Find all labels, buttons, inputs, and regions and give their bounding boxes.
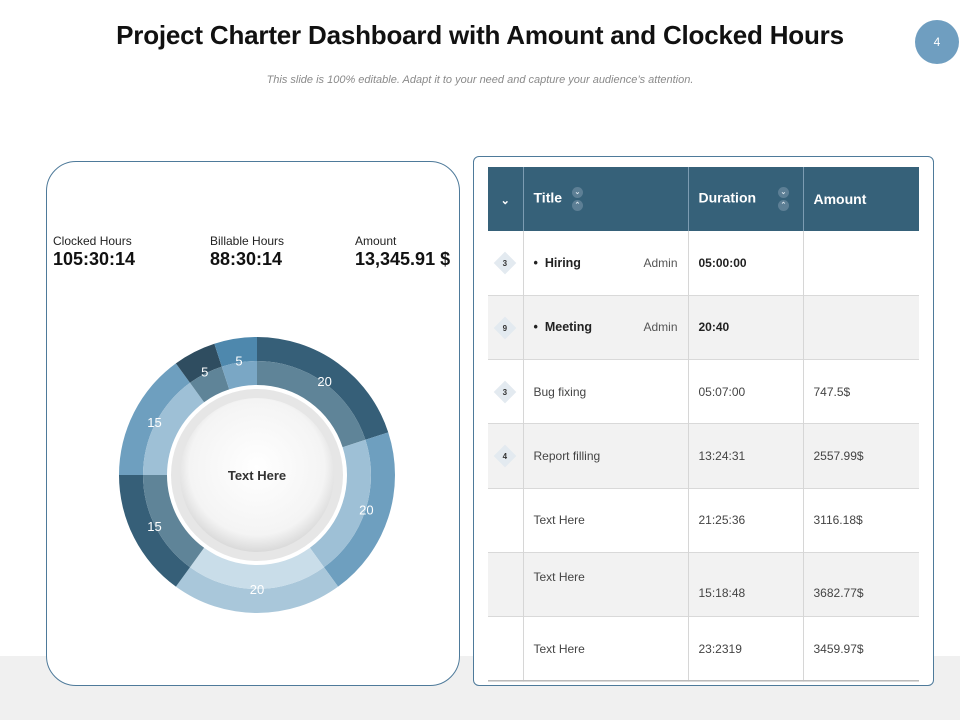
donut-slice-label: 5 (235, 353, 242, 368)
table-row[interactable]: Text Here 21:25:36 3116.18$ (488, 488, 919, 553)
donut-chart-svg: 20 20 20 15 15 5 5 (119, 337, 395, 613)
donut-slice-outer (119, 363, 190, 475)
stat-label: Amount (355, 234, 397, 248)
amount-cell (803, 295, 919, 359)
duration-cell: 05:00:00 (688, 231, 804, 296)
row-badge-cell: 4 (488, 423, 524, 489)
donut-slice-inner (189, 547, 325, 589)
row-badge-cell (488, 616, 524, 682)
donut-slice-inner (189, 366, 230, 403)
donut-slice-label: 15 (147, 415, 161, 430)
donut-slice-outer (324, 432, 395, 587)
stat-amount: Amount 13,345.91 $ (355, 234, 450, 270)
duration-cell: 21:25:36 (688, 488, 804, 553)
stat-billable-hours: Billable Hours 88:30:14 (210, 234, 284, 270)
stat-value: 88:30:14 (210, 249, 283, 269)
amount-cell: 3682.77$ (803, 552, 919, 616)
hours-summary-card: Clocked Hours 105:30:14 Billable Hours 8… (46, 161, 460, 686)
column-header-title[interactable]: Title ⌄ ⌃ (523, 167, 689, 231)
table-row[interactable]: 4 Report filling 13:24:31 2557.99$ (488, 423, 919, 489)
stat-value: 105:30:14 (53, 249, 136, 269)
row-count-badge: 3 (493, 251, 517, 275)
sort-icon[interactable]: ⌄ ⌃ (777, 186, 789, 212)
amount-value: 3682.77$ (813, 585, 864, 600)
row-count-badge: 4 (493, 444, 517, 468)
donut-slice-label: 20 (250, 582, 264, 597)
table-row[interactable]: Text Here 15:18:48 3682.77$ (488, 552, 919, 617)
donut-center-disc (180, 398, 334, 552)
row-badge-cell: 3 (488, 231, 524, 296)
amount-cell: 3116.18$ (813, 513, 863, 528)
duration-cell: 05:07:00 (688, 359, 804, 424)
row-count-badge: 9 (493, 316, 517, 340)
donut-slice-label: 20 (317, 374, 331, 389)
task-role: Admin (643, 320, 678, 335)
timesheet-card: ⌄ Title ⌄ ⌃ Duration ⌄ ⌃ Amount 3 (473, 156, 934, 686)
table-bottom-rule (488, 680, 919, 681)
donut-slice-inner (257, 361, 366, 448)
row-count-badge: 3 (493, 380, 517, 404)
donut-slice-label: 15 (147, 519, 161, 534)
donut-slice-label: 5 (201, 365, 208, 380)
donut-slice-inner (221, 361, 257, 390)
title-cell: Text Here (523, 616, 689, 682)
column-header-label: Amount (813, 191, 867, 207)
amount-cell (803, 231, 919, 295)
table-row[interactable]: 3 Bug fixing 05:07:00 747.5$ (488, 359, 919, 424)
task-name: • Meeting (533, 320, 593, 335)
row-badge-cell: 3 (488, 359, 524, 424)
task-role: Admin (643, 255, 678, 270)
timesheet-table: ⌄ Title ⌄ ⌃ Duration ⌄ ⌃ Amount 3 (488, 167, 919, 682)
donut-slice-inner (309, 439, 371, 568)
title-cell: Text Here (523, 488, 689, 553)
column-header-amount[interactable]: Amount (803, 167, 919, 231)
amount-cell: 747.5$ (813, 384, 851, 399)
duration-cell: 20:40 (688, 295, 804, 360)
column-header-label: Duration (698, 189, 757, 206)
stat-label: Billable Hours (210, 234, 285, 248)
title-cell: • Hiring Admin (523, 231, 689, 296)
amount-cell: 2557.99$ (813, 449, 864, 464)
title-cell: Report filling (523, 423, 689, 489)
duration-cell: 23:2319 (688, 616, 804, 682)
table-row[interactable]: 9 • Meeting Admin 20:40 (488, 295, 919, 360)
donut-slice-outer (175, 343, 222, 383)
donut-slice-outer (119, 475, 190, 587)
duration-cell: 13:24:31 (688, 423, 804, 489)
row-badge-cell: 9 (488, 295, 524, 360)
page-title: Project Charter Dashboard with Amount an… (116, 20, 844, 50)
duration-value: 15:18:48 (698, 585, 746, 600)
duration-cell: 15:18:48 (688, 552, 804, 617)
donut-slice-outer (175, 567, 339, 613)
chevron-down-icon[interactable]: ⌄ (500, 195, 510, 207)
row-badge-cell (488, 552, 524, 617)
amount-cell: 3459.97$ (813, 641, 864, 656)
donut-slice-inner (143, 382, 205, 475)
donut-slice-inner (143, 475, 205, 568)
table-row[interactable]: Text Here 23:2319 3459.97$ (488, 616, 919, 682)
title-cell: Text Here (523, 552, 689, 617)
stat-label: Clocked Hours (53, 234, 132, 248)
task-name: • Hiring (533, 255, 581, 270)
table-row[interactable]: 3 • Hiring Admin 05:00:00 (488, 231, 919, 296)
column-header-label: Title (533, 189, 563, 206)
donut-slice-label: 20 (359, 503, 373, 518)
title-cell: • Meeting Admin (523, 295, 689, 360)
page-number-badge: 4 (915, 20, 959, 64)
donut-chart: 20 20 20 15 15 5 5 Text Here (117, 335, 397, 615)
donut-slice-outer (214, 337, 257, 367)
sort-icon[interactable]: ⌄ ⌃ (571, 186, 583, 212)
stat-value: 13,345.91 $ (355, 249, 451, 269)
column-header-duration[interactable]: Duration ⌄ ⌃ (688, 167, 804, 231)
select-all-header[interactable]: ⌄ (488, 167, 524, 231)
donut-slice-outer (257, 337, 389, 440)
table-header-row: ⌄ Title ⌄ ⌃ Duration ⌄ ⌃ Amount (488, 167, 919, 231)
page-subtitle: This slide is 100% editable. Adapt it to… (266, 74, 694, 86)
row-badge-cell (488, 488, 524, 553)
title-cell: Bug fixing (523, 359, 689, 424)
stat-clocked-hours: Clocked Hours 105:30:14 (53, 234, 135, 270)
task-name: Text Here (533, 569, 585, 584)
